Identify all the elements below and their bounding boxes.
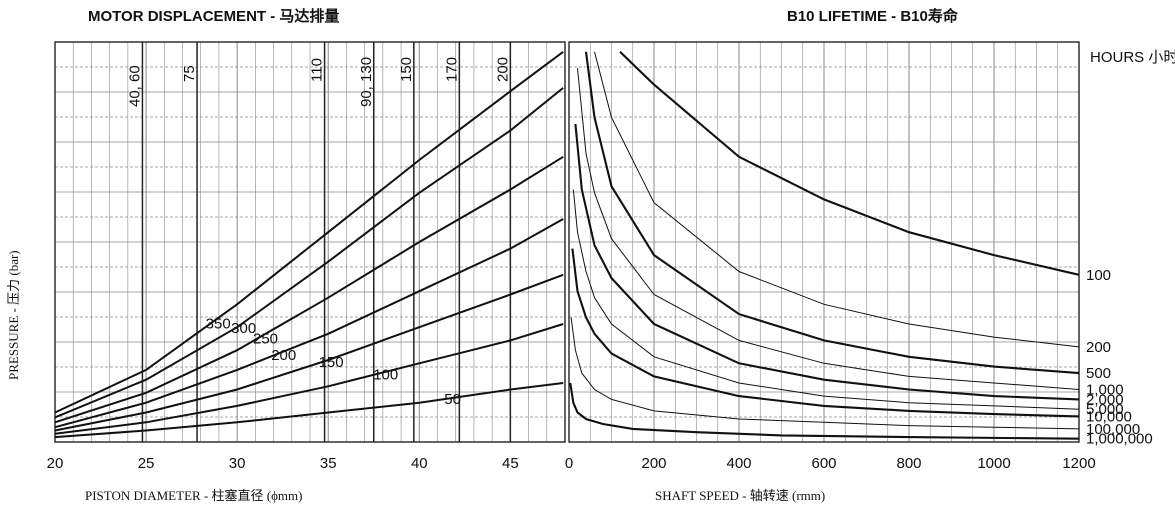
lifetime-curve bbox=[569, 382, 1080, 440]
left-x-tick-label: 30 bbox=[229, 455, 246, 472]
displacement-label: 200 bbox=[494, 57, 511, 82]
pressure-curve bbox=[54, 382, 564, 439]
left-series-group bbox=[54, 50, 564, 439]
pressure-curve bbox=[54, 50, 564, 414]
lifetime-curve bbox=[574, 123, 1080, 401]
right-x-tick-label: 200 bbox=[641, 455, 666, 472]
lifetime-series-label: 100,000 bbox=[1086, 421, 1140, 438]
right-x-tick-label: 0 bbox=[565, 455, 573, 472]
lifetime-series-label: 2,000 bbox=[1086, 391, 1124, 408]
left-x-tick-label: 45 bbox=[502, 455, 519, 472]
right-x-axis-label: SHAFT SPEED - 轴转速 (rmm) bbox=[655, 488, 825, 503]
pressure-series-label: 50 bbox=[444, 391, 461, 408]
pressure-series-label: 250 bbox=[253, 331, 278, 348]
displacement-label: 90, 130 bbox=[358, 57, 375, 107]
lifetime-series-label: 5,000 bbox=[1086, 401, 1124, 418]
pressure-series-label: 200 bbox=[271, 347, 296, 364]
left-panel-frame bbox=[54, 41, 566, 443]
left-x-tick-label: 40 bbox=[411, 455, 428, 472]
panel-frames bbox=[54, 41, 1080, 443]
grid bbox=[54, 41, 1080, 443]
displacement-label: 40, 60 bbox=[126, 65, 143, 107]
lifetime-series-label: 500 bbox=[1086, 365, 1111, 382]
tick-label-group: 20 25 30 35 40 45 0 200 400 600 800 1000 1200 bbox=[47, 455, 1096, 472]
pressure-series-label: 150 bbox=[319, 354, 344, 371]
displacement-label: 150 bbox=[398, 57, 415, 82]
hours-label: HOURS 小时 bbox=[1090, 49, 1175, 66]
right-chart-title: B10 LIFETIME - B10寿命 bbox=[787, 7, 959, 25]
lifetime-curve bbox=[570, 317, 1080, 430]
displacement-label: 110 bbox=[309, 58, 326, 82]
left-chart-title: MOTOR DISPLACEMENT - 马达排量 bbox=[88, 7, 339, 25]
right-series-group bbox=[569, 51, 1080, 440]
pressure-curve bbox=[54, 273, 564, 432]
left-x-tick-label: 35 bbox=[320, 455, 337, 472]
y-axis-label: PRESSURE - 压力 (bar) bbox=[6, 250, 21, 380]
pressure-series-label: 100 bbox=[373, 366, 398, 383]
lifetime-series-label: 100 bbox=[1086, 267, 1111, 284]
right-x-tick-label: 800 bbox=[896, 455, 921, 472]
pressure-series-label: 350 bbox=[206, 316, 231, 333]
pressure-curve bbox=[54, 218, 564, 429]
left-x-tick-label: 20 bbox=[47, 455, 64, 472]
lifetime-series-label: 1,000,000 bbox=[1086, 431, 1153, 448]
right-x-tick-label: 1200 bbox=[1062, 455, 1095, 472]
left-x-tick-label: 25 bbox=[138, 455, 155, 472]
lifetime-series-label: 10,000 bbox=[1086, 408, 1132, 425]
lifetime-curve bbox=[571, 248, 1080, 418]
pressure-curve bbox=[54, 87, 564, 419]
lifetime-curve bbox=[577, 68, 1080, 390]
pressure-series-label: 300 bbox=[231, 320, 256, 337]
right-x-tick-label: 600 bbox=[811, 455, 836, 472]
lifetime-curve bbox=[584, 51, 1080, 375]
right-panel-frame bbox=[568, 41, 1080, 443]
lifetime-curve bbox=[619, 51, 1080, 276]
right-x-tick-label: 1000 bbox=[977, 455, 1010, 472]
lifetime-curve bbox=[572, 189, 1080, 410]
displacement-label: 75 bbox=[181, 65, 198, 82]
displacement-label: 170 bbox=[443, 57, 460, 82]
lifetime-series-label: 200 bbox=[1086, 339, 1111, 356]
pressure-curve bbox=[54, 323, 564, 435]
lifetime-curve bbox=[594, 51, 1080, 348]
pressure-curve bbox=[54, 155, 564, 424]
left-x-axis-label: PISTON DIAMETER - 柱塞直径 (ϕmm) bbox=[85, 488, 302, 503]
right-x-tick-label: 400 bbox=[726, 455, 751, 472]
lifetime-series-label: 1,000 bbox=[1086, 382, 1124, 399]
